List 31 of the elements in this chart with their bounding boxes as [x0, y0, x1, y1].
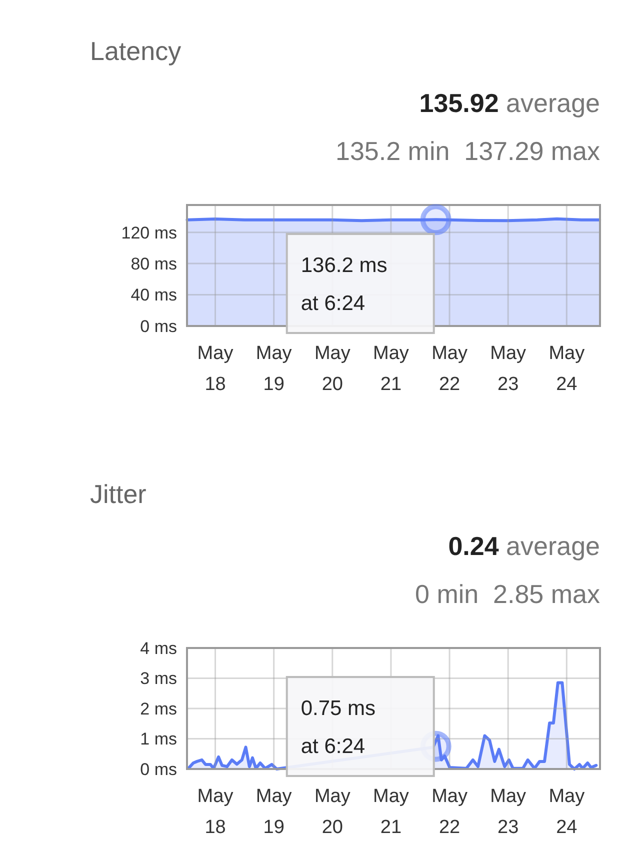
- text: 135.2 min 137.29 max: [336, 136, 600, 166]
- x-tick-label: May 24: [548, 343, 586, 395]
- y-tick-label: 80 ms: [130, 254, 177, 274]
- annotation: 136.2 ms at 6:24: [300, 254, 388, 315]
- y-tick-label: 40 ms: [130, 286, 177, 305]
- x-tick-label: May 20: [314, 343, 351, 395]
- y-tick-label: 3 ms: [140, 669, 177, 688]
- x-tick-label: May 20: [314, 786, 351, 838]
- x-tick-label: May 19: [256, 343, 292, 395]
- x-tick-label: May 19: [256, 786, 292, 838]
- x-tick-label: May 24: [548, 786, 586, 838]
- x-tick-label: May 18: [197, 786, 234, 838]
- x-tick-label: May 22: [432, 343, 468, 395]
- x-tick-label: May 22: [432, 786, 468, 838]
- chart-title: Jitter: [90, 479, 147, 509]
- y-tick-label: 1 ms: [140, 730, 177, 749]
- x-tick-label: May 23: [490, 343, 527, 395]
- y-tick-label: 4 ms: [140, 638, 177, 658]
- text: 0 min 2.85 max: [415, 579, 600, 609]
- x-tick-label: May 23: [490, 786, 527, 838]
- y-tick-label: 120 ms: [121, 223, 177, 242]
- x-tick-label: May 21: [373, 786, 410, 838]
- chart-subtitle: 135.92 average: [419, 88, 600, 118]
- y-tick-label: 2 ms: [140, 699, 177, 718]
- x-tick-label: May 21: [373, 343, 410, 395]
- annotation: 0.75 ms at 6:24: [300, 697, 376, 758]
- y-tick-label: 0 ms: [140, 316, 177, 336]
- chart-subtitle: 0.24 average: [448, 531, 600, 561]
- chart-title: Latency: [90, 36, 182, 66]
- x-tick-label: May 18: [197, 343, 234, 395]
- y-tick-label: 0 ms: [140, 760, 177, 779]
